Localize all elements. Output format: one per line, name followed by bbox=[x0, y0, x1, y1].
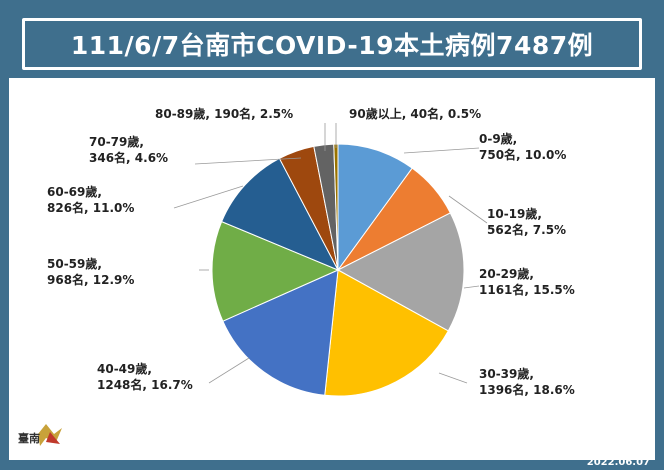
leader-line bbox=[208, 357, 250, 384]
date-label: 2022.06.07 bbox=[586, 457, 650, 468]
leader-line bbox=[173, 185, 244, 209]
pie-chart: 0-9歲, 750名, 10.0% 10-19歲, 562名, 7.5% 20-29歲,… bbox=[47, 106, 575, 397]
leader-line bbox=[463, 285, 480, 289]
slice-label: 20-29歲, 1161名, 15.5% bbox=[479, 266, 575, 297]
slice-label: 50-59歲, 968名, 12.9% bbox=[47, 256, 134, 287]
pie-slice-30-39歲 bbox=[324, 269, 449, 397]
leader-line bbox=[448, 195, 488, 224]
pie-slice-20-29歲 bbox=[336, 212, 465, 332]
slice-label: 60-69歲, 826名, 11.0% bbox=[47, 184, 134, 215]
leader-line bbox=[194, 157, 302, 165]
slice-label: 90歲以上, 40名, 0.5% bbox=[349, 106, 481, 121]
pie-slice-50-59歲 bbox=[211, 220, 340, 322]
chart-title: 111/6/7台南市COVID-19本土病例7487例 bbox=[22, 18, 642, 70]
pie-slice-40-49歲 bbox=[222, 269, 339, 396]
slice-label: 30-39歲, 1396名, 18.6% bbox=[479, 366, 575, 397]
slice-label: 80-89歲, 190名, 2.5% bbox=[155, 106, 293, 121]
pie-slice-0-9歲 bbox=[337, 143, 413, 272]
leader-line bbox=[403, 147, 480, 154]
tainan-logo-icon: 臺南 bbox=[18, 424, 62, 446]
logo-text: 臺南 bbox=[18, 431, 40, 445]
leader-line bbox=[438, 372, 468, 384]
slice-label: 10-19歲, 562名, 7.5% bbox=[487, 206, 566, 237]
chart-panel: 0-9歲, 750名, 10.0% 10-19歲, 562名, 7.5% 20-29歲,… bbox=[9, 78, 655, 460]
slice-label: 40-49歲, 1248名, 16.7% bbox=[97, 361, 193, 392]
slice-label: 0-9歲, 750名, 10.0% bbox=[479, 131, 566, 162]
slice-label: 70-79歲, 346名, 4.6% bbox=[89, 134, 168, 165]
pie-slice-60-69歲 bbox=[221, 157, 340, 271]
